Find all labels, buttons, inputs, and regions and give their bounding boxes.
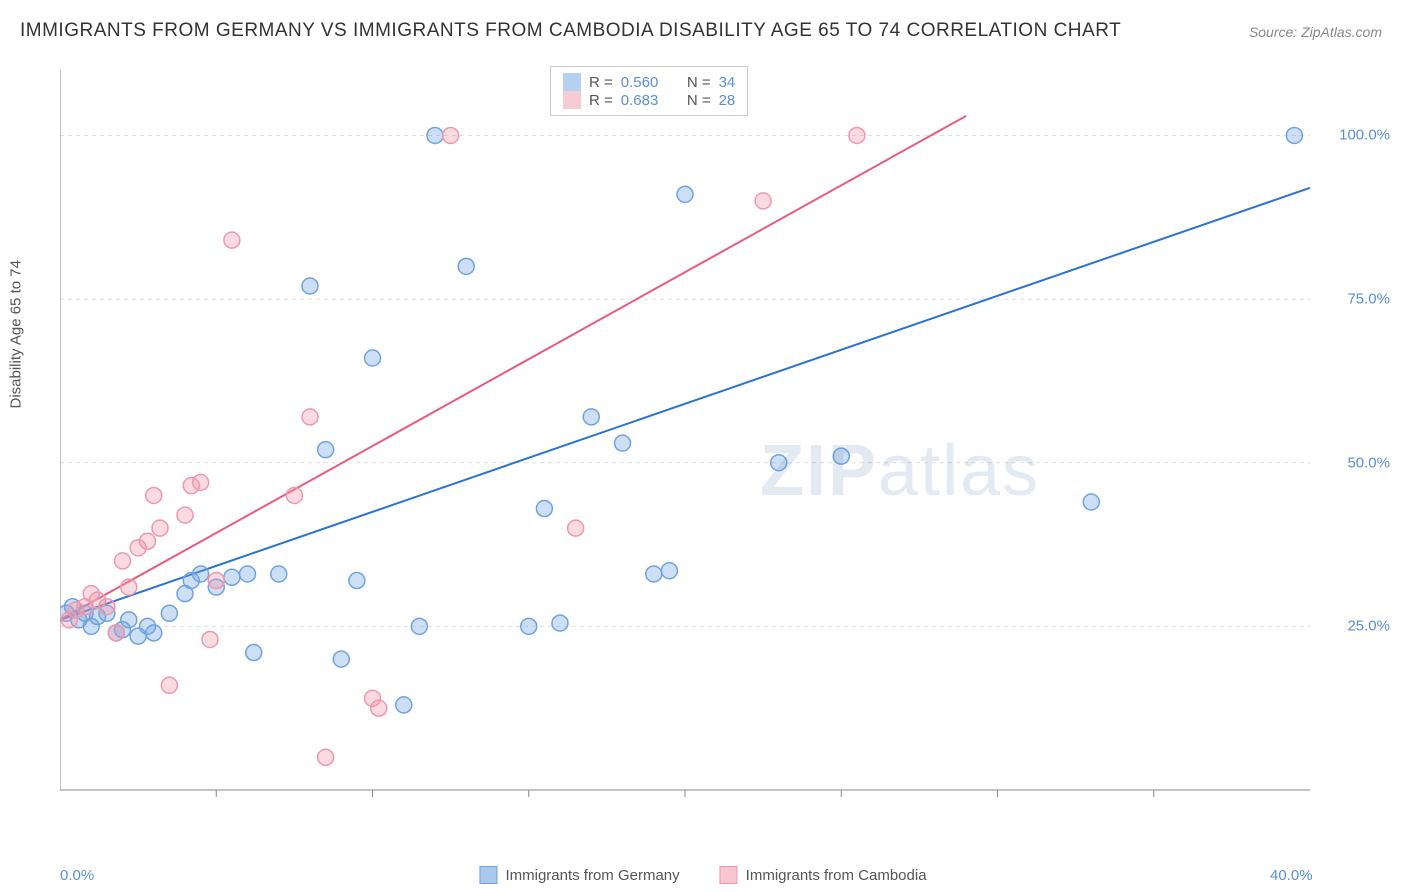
r-label: R = (589, 74, 613, 91)
legend-swatch (479, 866, 497, 884)
x-tick-label: 0.0% (60, 867, 94, 884)
r-label: R = (589, 92, 613, 109)
correlation-legend-row: R = 0.560 N = 34 (563, 73, 735, 91)
chart-title: IMMIGRANTS FROM GERMANY VS IMMIGRANTS FR… (20, 20, 1121, 42)
legend-swatch (563, 91, 581, 109)
y-tick-label: 100.0% (1339, 127, 1390, 144)
n-label: N = (687, 74, 711, 91)
legend-swatch (720, 866, 738, 884)
legend-label: Immigrants from Germany (505, 867, 679, 884)
y-tick-label: 25.0% (1347, 618, 1390, 635)
legend-label: Immigrants from Cambodia (746, 867, 927, 884)
r-value: 0.683 (621, 92, 659, 109)
correlation-legend-row: R = 0.683 N = 28 (563, 91, 735, 109)
correlation-legend: R = 0.560 N = 34 R = 0.683 N = 28 (550, 66, 748, 116)
y-tick-label: 75.0% (1347, 291, 1390, 308)
r-value: 0.560 (621, 74, 659, 91)
n-value: 28 (719, 92, 736, 109)
series-legend: Immigrants from Germany Immigrants from C… (479, 866, 926, 884)
chart-plot-area (60, 60, 1380, 820)
source-attribution: Source: ZipAtlas.com (1249, 24, 1382, 40)
n-value: 34 (719, 74, 736, 91)
legend-item: Immigrants from Germany (479, 866, 679, 884)
n-label: N = (687, 92, 711, 109)
legend-swatch (563, 73, 581, 91)
scatter-chart-svg (60, 60, 1380, 820)
y-tick-label: 50.0% (1347, 454, 1390, 471)
legend-item: Immigrants from Cambodia (720, 866, 927, 884)
x-tick-label: 40.0% (1270, 867, 1313, 884)
y-axis-label: Disability Age 65 to 74 (8, 260, 25, 408)
